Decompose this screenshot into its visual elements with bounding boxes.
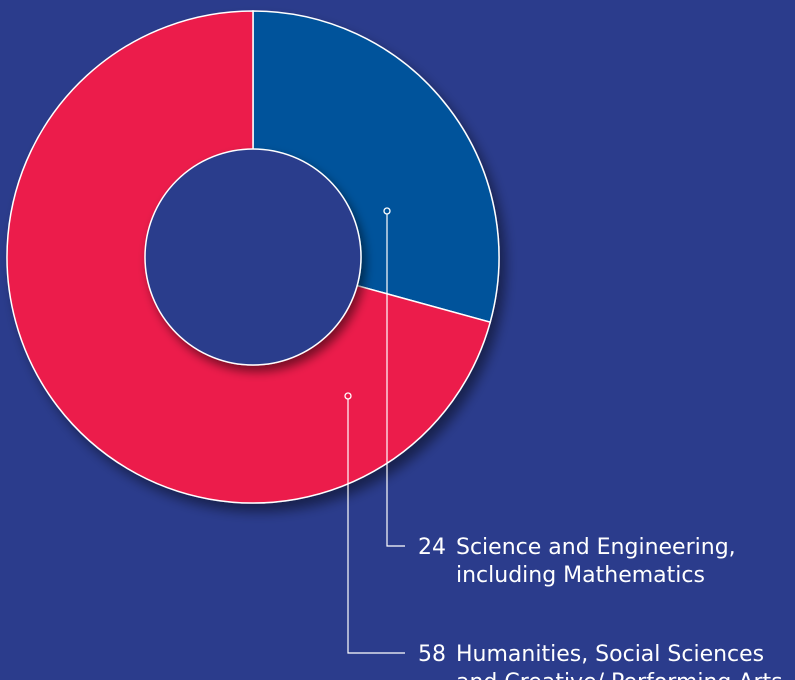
- donut-hole: [144, 148, 362, 366]
- leader-dot-2: [344, 392, 352, 400]
- leader-lines: [344, 207, 405, 654]
- leader-line-1: [386, 211, 405, 547]
- slice-labels: 24 Science and Engineering, including Math…: [418, 535, 783, 680]
- slice-name-label: Science and Engineering,: [456, 535, 736, 560]
- slice-name-label: including Mathematics: [456, 563, 705, 588]
- slice-value-label: 58: [418, 642, 446, 667]
- slice-name-label: Humanities, Social Sciences: [456, 642, 764, 667]
- slice-value-label: 24: [418, 535, 446, 560]
- slice-name-label: and Creative/ Performing Arts: [456, 670, 783, 680]
- leader-dot-1: [383, 207, 391, 215]
- leader-line-2: [347, 396, 405, 654]
